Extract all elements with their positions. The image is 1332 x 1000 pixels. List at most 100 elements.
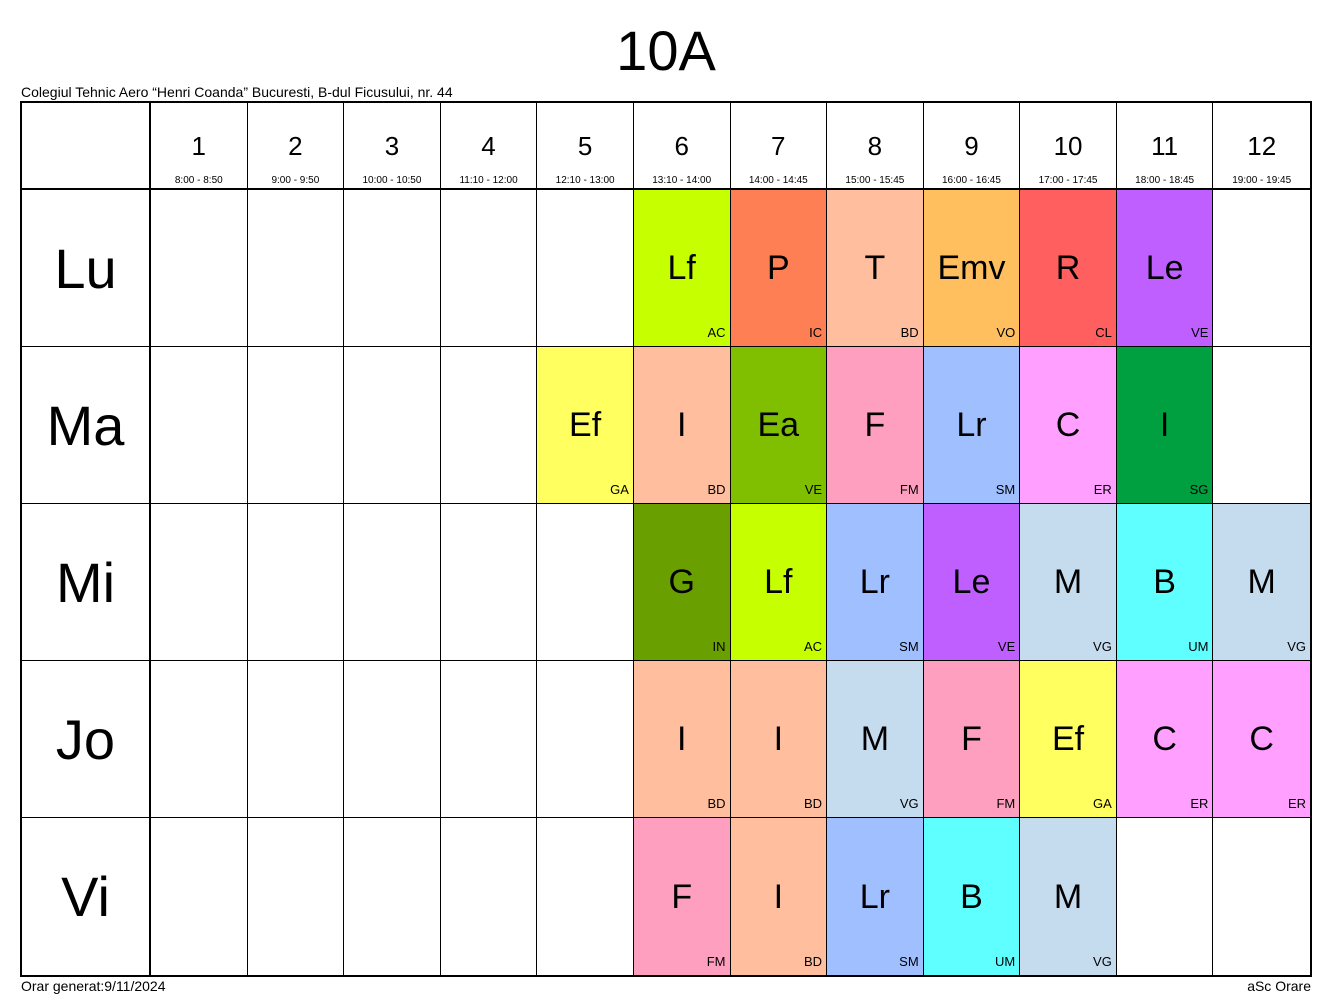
- corner-cell: [22, 103, 151, 190]
- subject-label: F: [864, 406, 886, 444]
- teacher-code: CL: [1095, 325, 1112, 340]
- period-number: 2: [288, 131, 303, 161]
- teacher-code: BD: [804, 954, 823, 969]
- lesson-cell[interactable]: P IC: [730, 190, 828, 347]
- lesson-cell[interactable]: Le VE: [923, 504, 1021, 661]
- teacher-code: SM: [899, 954, 919, 969]
- subject-label: T: [864, 249, 886, 287]
- lesson-cell[interactable]: M VG: [1020, 818, 1117, 975]
- teacher-code: BD: [804, 796, 823, 811]
- period-number: 10: [1053, 131, 1083, 161]
- period-header: 5 12:10 - 13:00: [537, 103, 634, 190]
- lesson-cell[interactable]: I SG: [1116, 347, 1214, 504]
- teacher-code: GA: [610, 482, 629, 497]
- day-label: Ma: [22, 347, 151, 504]
- lesson-cell[interactable]: Le VE: [1116, 190, 1214, 347]
- empty-slot: [151, 190, 248, 347]
- teacher-code: BD: [707, 796, 726, 811]
- teacher-code: SM: [899, 639, 919, 654]
- teacher-code: IC: [809, 325, 823, 340]
- subject-label: Ea: [757, 406, 800, 444]
- empty-slot: [1213, 818, 1310, 975]
- lesson-cell[interactable]: Ef GA: [537, 347, 634, 504]
- lesson-cell[interactable]: I BD: [633, 347, 731, 504]
- empty-slot: [151, 347, 248, 504]
- period-number: 3: [384, 131, 400, 161]
- teacher-code: FM: [899, 482, 919, 497]
- teacher-code: UM: [1188, 639, 1209, 654]
- subject-label: B: [1153, 563, 1176, 601]
- period-time: 11:10 - 12:00: [459, 175, 518, 186]
- lesson-cell[interactable]: Lr SM: [827, 504, 924, 661]
- subject-label: Ef: [1051, 720, 1085, 758]
- period-time: 10:00 - 10:50: [362, 175, 422, 186]
- teacher-code: FM: [996, 796, 1016, 811]
- lesson-cell[interactable]: I BD: [730, 818, 828, 975]
- period-time: 12:10 - 13:00: [555, 175, 615, 186]
- period-number: 8: [867, 131, 883, 161]
- empty-slot: [1116, 818, 1214, 975]
- subject-label: I: [676, 406, 687, 444]
- lesson-cell[interactable]: F FM: [633, 818, 731, 975]
- lesson-cell[interactable]: B UM: [923, 818, 1021, 975]
- empty-slot: [344, 190, 441, 347]
- empty-slot: [344, 818, 441, 975]
- period-number: 4: [481, 131, 496, 161]
- lesson-cell[interactable]: B UM: [1116, 504, 1214, 661]
- period-time: 16:00 - 16:45: [941, 175, 1001, 186]
- lesson-cell[interactable]: G IN: [633, 504, 731, 661]
- lesson-cell[interactable]: M VG: [1213, 504, 1310, 661]
- empty-slot: [440, 504, 538, 661]
- empty-slot: [247, 190, 345, 347]
- lesson-cell[interactable]: C ER: [1020, 347, 1117, 504]
- subject-label: Lf: [667, 249, 696, 287]
- empty-slot: [537, 504, 634, 661]
- lesson-cell[interactable]: Lr SM: [923, 347, 1021, 504]
- teacher-code: UM: [995, 954, 1016, 969]
- empty-slot: [344, 661, 441, 818]
- lesson-cell[interactable]: Lr SM: [827, 818, 924, 975]
- period-time: 15:00 - 15:45: [845, 175, 905, 186]
- empty-slot: [247, 347, 345, 504]
- subject-label: Emv: [937, 249, 1006, 287]
- teacher-code: VG: [1093, 639, 1112, 654]
- lesson-cell[interactable]: F FM: [827, 347, 924, 504]
- period-number: 5: [577, 131, 593, 161]
- lesson-cell[interactable]: Ef GA: [1020, 661, 1117, 818]
- brand-label: aSc Orare: [1247, 978, 1311, 994]
- period-time: 8:00 - 8:50: [174, 175, 223, 186]
- subject-label: Ef: [569, 406, 602, 444]
- subject-label: I: [1159, 406, 1170, 444]
- empty-slot: [151, 661, 248, 818]
- lesson-cell[interactable]: I BD: [633, 661, 731, 818]
- period-header: 8 15:00 - 15:45: [827, 103, 924, 190]
- lesson-cell[interactable]: R CL: [1020, 190, 1117, 347]
- lesson-cell[interactable]: Emv VO: [923, 190, 1021, 347]
- period-header: 10 17:00 - 17:45: [1020, 103, 1117, 190]
- lesson-cell[interactable]: Lf AC: [633, 190, 731, 347]
- lesson-cell[interactable]: T BD: [827, 190, 924, 347]
- empty-slot: [537, 661, 634, 818]
- period-time: 19:00 - 19:45: [1232, 175, 1292, 186]
- lesson-cell[interactable]: C ER: [1116, 661, 1214, 818]
- day-label: Mi: [22, 504, 151, 661]
- lesson-cell[interactable]: Lf AC: [730, 504, 828, 661]
- teacher-code: SM: [995, 482, 1016, 497]
- period-header: 3 10:00 - 10:50: [344, 103, 441, 190]
- lesson-cell[interactable]: I BD: [730, 661, 828, 818]
- lesson-cell[interactable]: F FM: [923, 661, 1021, 818]
- empty-slot: [537, 818, 634, 975]
- subject-label: R: [1055, 249, 1081, 287]
- lesson-cell[interactable]: C ER: [1213, 661, 1310, 818]
- empty-slot: [151, 818, 248, 975]
- subject-label: M: [1247, 563, 1276, 601]
- empty-slot: [1213, 347, 1310, 504]
- period-header: 1 8:00 - 8:50: [151, 103, 248, 190]
- teacher-code: AC: [804, 639, 823, 654]
- period-header: 9 16:00 - 16:45: [923, 103, 1021, 190]
- teacher-code: BD: [707, 482, 726, 497]
- lesson-cell[interactable]: Ea VE: [730, 347, 828, 504]
- subject-label: Le: [1145, 249, 1184, 287]
- lesson-cell[interactable]: M VG: [827, 661, 924, 818]
- lesson-cell[interactable]: M VG: [1020, 504, 1117, 661]
